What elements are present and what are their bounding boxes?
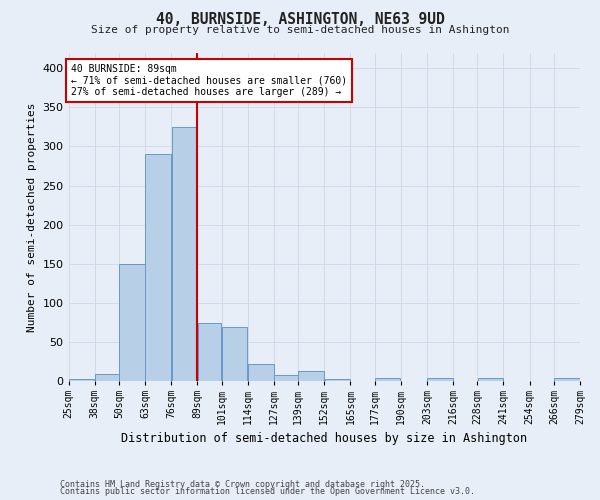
Bar (172, 127, 197, 382)
Bar (222, 326, 247, 382)
Bar (478, 378, 503, 382)
Text: Size of property relative to semi-detached houses in Ashington: Size of property relative to semi-detach… (91, 25, 509, 35)
Bar (95, 374, 119, 382)
Bar (375, 378, 400, 382)
Bar (69, 379, 94, 382)
Bar (248, 364, 274, 382)
Bar (274, 375, 298, 382)
Bar (325, 379, 350, 382)
X-axis label: Distribution of semi-detached houses by size in Ashington: Distribution of semi-detached houses by … (121, 432, 527, 445)
Text: Contains HM Land Registry data © Crown copyright and database right 2025.: Contains HM Land Registry data © Crown c… (60, 480, 425, 489)
Bar (298, 372, 324, 382)
Bar (145, 154, 171, 382)
Bar (119, 264, 145, 382)
Bar (198, 322, 221, 382)
Y-axis label: Number of semi-detached properties: Number of semi-detached properties (27, 102, 37, 332)
Bar (427, 378, 453, 382)
Bar (554, 378, 580, 382)
Text: 40, BURNSIDE, ASHINGTON, NE63 9UD: 40, BURNSIDE, ASHINGTON, NE63 9UD (155, 12, 445, 28)
Text: 40 BURNSIDE: 89sqm
← 71% of semi-detached houses are smaller (760)
27% of semi-d: 40 BURNSIDE: 89sqm ← 71% of semi-detache… (71, 64, 347, 98)
Text: Contains public sector information licensed under the Open Government Licence v3: Contains public sector information licen… (60, 487, 475, 496)
